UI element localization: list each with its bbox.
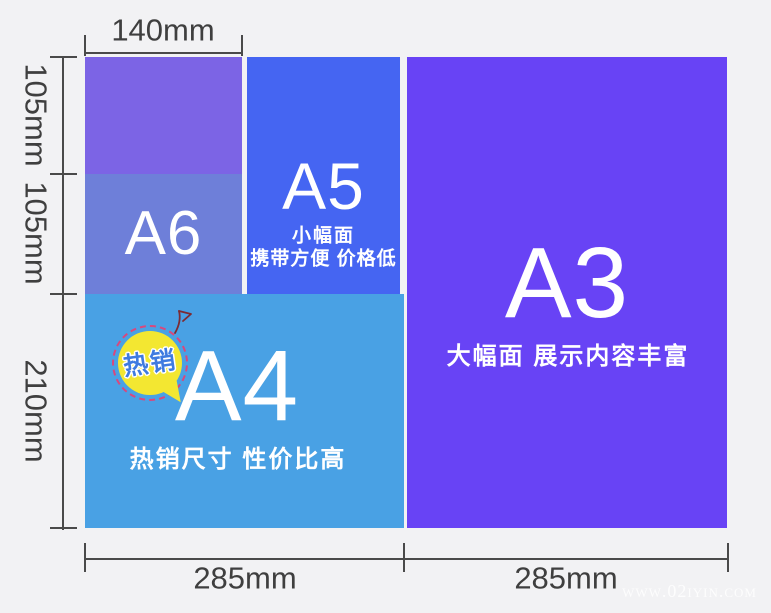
hot-sale-badge-text: 热销 [121, 345, 179, 382]
dim-left-tick-2 [50, 173, 77, 175]
dim-left-tick-4 [50, 527, 77, 529]
paper-a6-block: A6 [85, 174, 242, 294]
dim-label-210mm: 210mm [18, 359, 54, 463]
dim-label-285mm-left: 285mm [193, 560, 297, 596]
a6-label: A6 [124, 199, 203, 268]
dim-bottom-tick-1 [84, 543, 86, 572]
badge-circle [118, 331, 182, 395]
watermark: www.02iyin.com [622, 581, 757, 601]
paper-a4-block: 热销 A4 热销尺寸 性价比高 [85, 294, 404, 528]
dim-bottom-tick-3 [727, 543, 729, 572]
a5-label: A5 [282, 149, 365, 223]
dim-top-tick-right [241, 35, 243, 56]
dim-label-105mm-top: 105mm [18, 63, 54, 167]
a5-subtitle-line1: 小幅面 [291, 225, 356, 247]
paper-a5-block: A5 小幅面 携带方便 价格低 [247, 57, 400, 294]
dim-bottom-tick-2 [403, 543, 405, 572]
badge-dashed-ring [112, 325, 188, 401]
paper-a3-block: A3 大幅面 展示内容丰富 [407, 57, 727, 528]
paper-a6-blank-block [85, 57, 242, 174]
dim-label-140mm: 140mm [111, 12, 215, 48]
dim-label-285mm-right: 285mm [514, 560, 618, 596]
badge-doodle-icon [174, 310, 192, 334]
a3-subtitle: 大幅面 展示内容丰富 [446, 343, 690, 370]
dim-label-105mm-middle: 105mm [18, 181, 54, 285]
dim-top-line [84, 52, 243, 54]
a4-subtitle: 热销尺寸 性价比高 [129, 446, 347, 473]
dim-top-tick-left [84, 35, 86, 56]
dim-bottom-line [84, 558, 729, 560]
a5-subtitle-line2: 携带方便 价格低 [250, 248, 397, 270]
a4-label: A4 [174, 330, 300, 442]
dim-left-tick-3 [50, 293, 77, 295]
dim-left-tick-1 [50, 56, 77, 58]
hot-sale-badge: 热销 [112, 310, 192, 408]
a3-label: A3 [504, 227, 630, 339]
